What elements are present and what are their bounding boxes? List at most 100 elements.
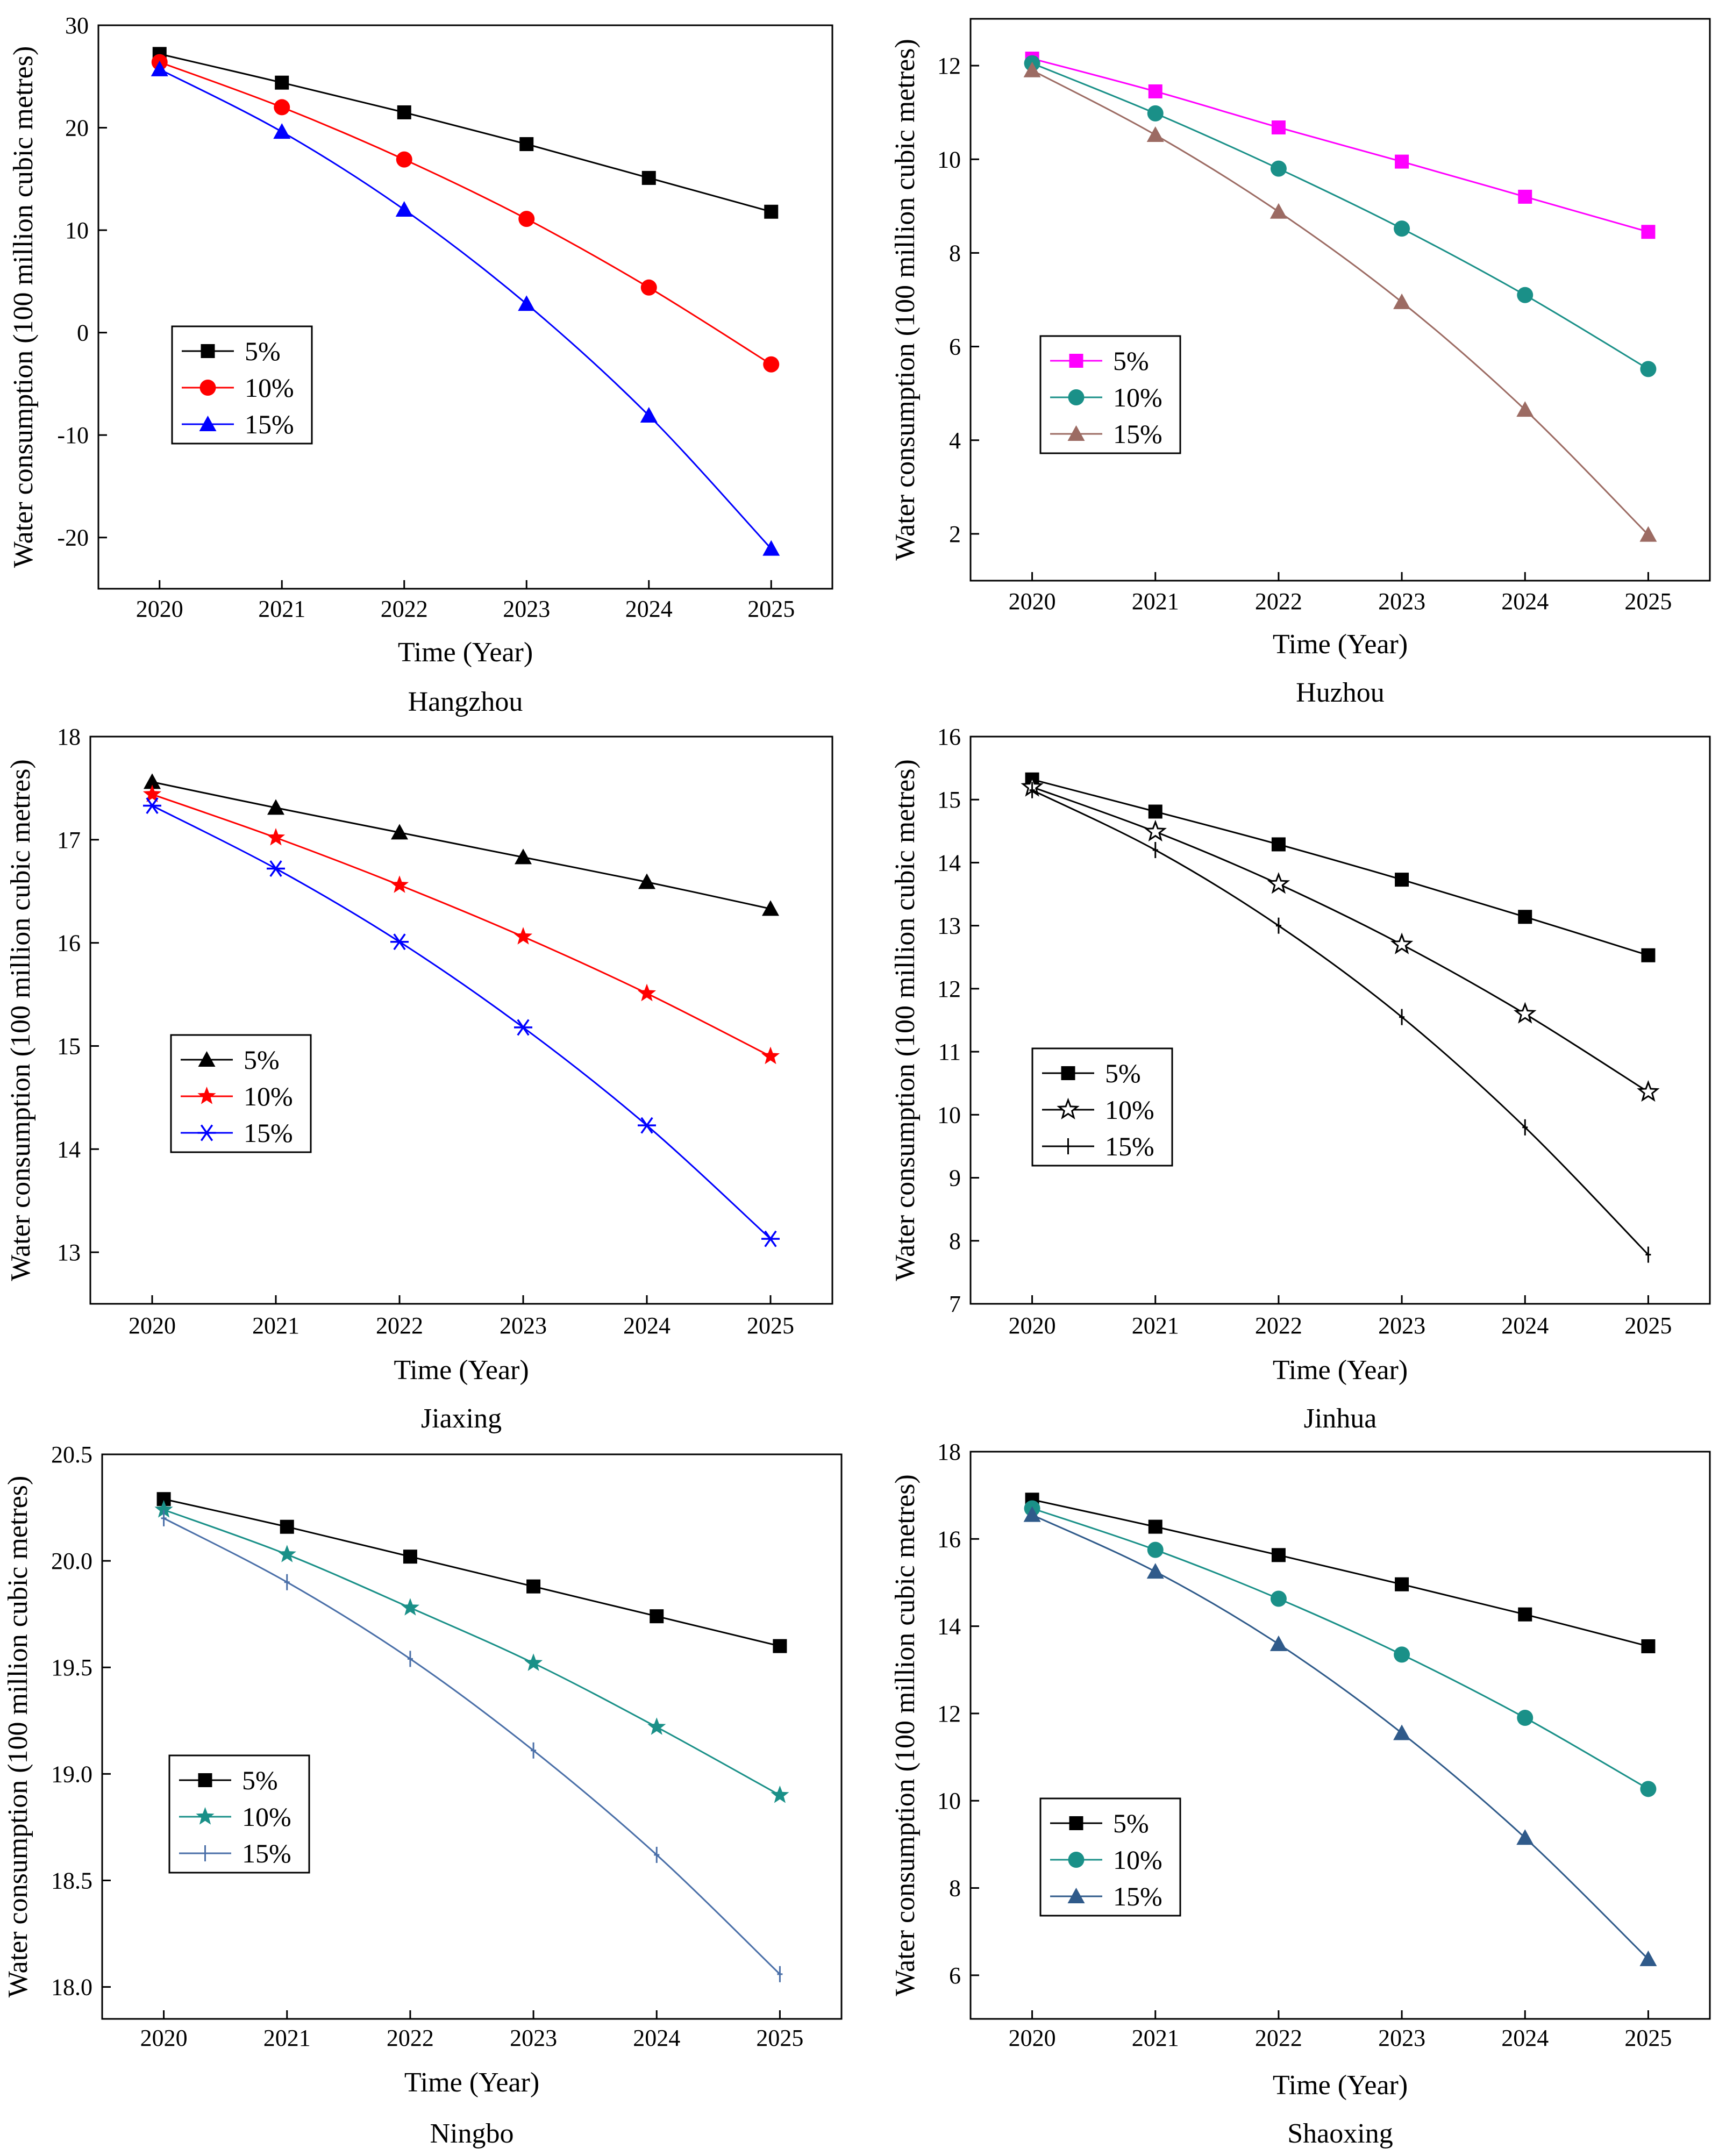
series-line-10pct [1032,62,1649,370]
plot-frame [101,1453,843,2020]
y-tick-label: 16 [57,930,81,956]
data-point [637,983,657,1002]
legend-label: 10% [244,1081,293,1111]
y-tick-label: 19.0 [51,1761,92,1787]
y-tick-label: 12 [937,53,961,79]
series-line-10pct [163,1509,781,1796]
data-point [526,1579,541,1594]
data-point [1395,154,1409,169]
x-tick-label: 2025 [747,596,795,622]
x-tick-label: 2024 [625,596,673,622]
y-tick-label: 19.5 [51,1654,92,1681]
x-tick-label: 2023 [1378,1312,1425,1339]
legend-label: 5% [1113,1808,1149,1838]
legend: 5% 10% 15% [168,1754,310,1874]
y-axis-label: Water consumption (100 million cubic met… [5,759,36,1281]
series-line-15pct [159,68,772,549]
data-point [1267,872,1290,894]
plot-frame [969,18,1711,582]
data-point [1275,917,1281,934]
series-line-5pct [159,53,772,213]
y-tick-label: 2 [949,521,961,547]
data-point [638,873,655,889]
legend-box [1031,1047,1173,1167]
data-point [650,1609,664,1624]
x-tick-label: 2025 [747,1312,794,1339]
y-axis-label: Water consumption (100 million cubic met… [890,759,921,1281]
chart-jinhua: 2020 2021 2022 2023 2024 2025 7 8 9 10 11 12 13 14 15 1… [890,724,1711,1434]
data-point [1270,160,1287,177]
data-point [1517,287,1534,303]
plot-frame [969,1451,1711,2020]
y-tick-label: 11 [938,1039,961,1065]
series-line-5pct [1032,58,1649,233]
x-tick-label: 2022 [381,596,428,622]
data-point [1522,1119,1528,1136]
data-point [1645,1246,1651,1263]
data-point [641,170,656,185]
chart-huzhou: 2020 2021 2022 2023 2024 2025 2 4 6 8 10 12 Time (Ye… [890,18,1711,708]
legend-marker [1061,1066,1075,1080]
data-point [1148,84,1162,98]
data-point [1640,1781,1657,1797]
data-point [1152,842,1158,858]
series-line-10pct [1032,786,1649,1093]
legend-marker [1069,1816,1083,1830]
data-point [1641,1639,1656,1653]
y-tick-label: 18 [937,1439,961,1465]
data-point [1023,1506,1041,1522]
data-point [1394,220,1410,237]
x-tick-label: 2022 [1255,1312,1302,1339]
legend-marker [1068,1852,1085,1868]
data-point [395,201,413,217]
data-point [638,1117,656,1134]
legend-label: 5% [242,1765,278,1795]
y-tick-label: 12 [937,1701,961,1727]
legend-marker [199,416,217,431]
data-point [1640,361,1657,377]
y-tick-label: 10 [937,1102,961,1128]
x-tick-label: 2022 [387,2025,434,2051]
x-tick-label: 2020 [1009,588,1056,615]
legend-label: 5% [244,1045,280,1075]
y-tick-label: 7 [949,1291,961,1317]
chart-shaoxing: 2020 2021 2022 2023 2024 2025 6 8 10 12 14 16 18 Time… [890,1439,1711,2149]
data-point [654,1846,660,1863]
x-tick-label: 2024 [1501,2025,1549,2051]
legend-label: 5% [1113,346,1149,376]
y-tick-label: 20.0 [51,1548,92,1574]
legend: 5% 10% 15% [171,325,313,445]
data-point [277,1545,296,1562]
legend-marker [1067,425,1085,441]
data-point [154,1500,173,1518]
x-tick-label: 2025 [1624,1312,1672,1339]
x-axis-label: Time (Year) [1273,2070,1408,2101]
data-point [1270,1590,1287,1607]
data-point [1148,1519,1162,1534]
legend-label: 15% [1113,419,1162,449]
data-point [143,797,161,814]
data-point [1641,225,1656,239]
x-tick-label: 2020 [136,596,183,622]
data-point [640,279,657,296]
series-line-15pct [152,805,772,1240]
legend-marker [199,380,216,396]
data-point [1513,1002,1537,1024]
y-tick-label: 14 [937,849,961,876]
data-point [531,1742,537,1759]
data-point [773,1639,787,1653]
y-tick-label: 12 [937,976,961,1002]
data-point [1518,1607,1532,1622]
data-point [1394,1646,1410,1663]
data-point [274,99,290,116]
data-point [1393,1724,1411,1740]
x-tick-label: 2021 [258,596,305,622]
data-point [266,828,286,846]
data-point [1269,1635,1287,1651]
legend-label: 15% [244,1118,293,1148]
legend-label: 15% [242,1838,291,1868]
data-point [390,875,409,893]
y-tick-label: 10 [937,146,961,173]
plot-frame [969,736,1711,1305]
y-tick-label: -10 [57,422,89,448]
